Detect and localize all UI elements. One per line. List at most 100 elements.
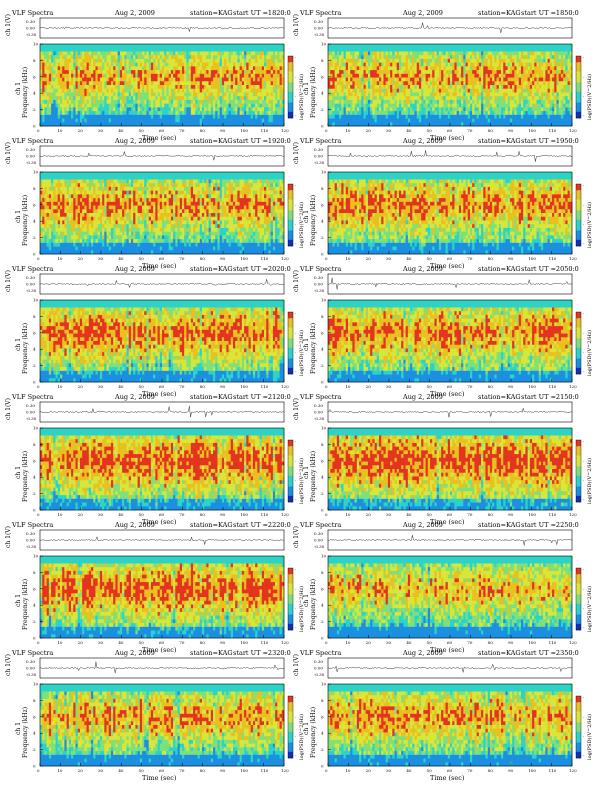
y-axis-label-channel: ch 1 bbox=[303, 594, 310, 607]
panel-date: Aug 2, 2009 bbox=[114, 521, 155, 529]
y-axis-label: Frequency (kHz) bbox=[22, 707, 29, 758]
x-tick-label: 70 bbox=[179, 640, 185, 645]
x-tick-label: 40 bbox=[406, 768, 412, 773]
y-tick-label: 2 bbox=[321, 747, 324, 752]
x-tick-label: 40 bbox=[406, 512, 412, 517]
trace-tick-label: 0.00 bbox=[26, 282, 35, 287]
y-tick-label: 0 bbox=[321, 508, 324, 513]
x-tick-label: 90 bbox=[220, 640, 226, 645]
x-tick-label: 100 bbox=[240, 128, 248, 133]
x-tick-label: 80 bbox=[488, 640, 494, 645]
colorbar bbox=[288, 184, 293, 246]
y-axis-label-channel: ch 1 bbox=[303, 338, 310, 351]
x-tick-label: 120 bbox=[569, 640, 577, 645]
y-tick-label: 8 bbox=[321, 314, 324, 319]
colorbar-tick-label: - bbox=[295, 478, 297, 483]
x-tick-label: 120 bbox=[569, 512, 577, 517]
colorbar bbox=[576, 312, 581, 374]
x-tick-label: 50 bbox=[427, 128, 433, 133]
trace-ylabel: ch 1(V) bbox=[5, 398, 12, 420]
x-tick-label: 40 bbox=[406, 256, 412, 261]
x-tick-label: 90 bbox=[220, 768, 226, 773]
x-tick-label: 40 bbox=[406, 640, 412, 645]
y-tick-label: 10 bbox=[33, 682, 39, 687]
x-tick-label: 10 bbox=[57, 384, 63, 389]
colorbar-tick-label: - bbox=[295, 458, 297, 463]
panel-date: Aug 2, 2009 bbox=[402, 137, 443, 145]
x-tick-label: 0 bbox=[37, 640, 40, 645]
colorbar-tick-label: - bbox=[295, 497, 297, 502]
x-tick-label: 10 bbox=[57, 768, 63, 773]
trace-tick-label: 0.30 bbox=[314, 19, 323, 24]
trace-ylabel: ch 1(V) bbox=[293, 142, 300, 164]
x-tick-label: 110 bbox=[549, 256, 557, 261]
y-axis-label: Frequency (kHz) bbox=[22, 67, 29, 118]
panel-station: station=KAG bbox=[478, 9, 521, 17]
colorbar-label: log(PSD)(V^2/Hz) bbox=[586, 714, 593, 760]
colorbar-label: log(PSD)(V^2/Hz) bbox=[298, 330, 305, 376]
y-tick-label: 4 bbox=[321, 731, 324, 736]
x-tick-label: 100 bbox=[240, 512, 248, 517]
colorbar-tick-label: - bbox=[583, 94, 585, 99]
spectrogram bbox=[328, 300, 572, 382]
x-tick-label: 50 bbox=[427, 256, 433, 261]
x-tick-label: 110 bbox=[261, 128, 269, 133]
x-tick-label: 100 bbox=[528, 128, 536, 133]
panel-date: Aug 2, 2009 bbox=[402, 265, 443, 273]
x-tick-label: 100 bbox=[528, 256, 536, 261]
colorbar-tick-label: - bbox=[295, 202, 297, 207]
y-tick-label: 10 bbox=[33, 426, 39, 431]
x-tick-label: 0 bbox=[37, 384, 40, 389]
panel-date: Aug 2, 2009 bbox=[114, 9, 155, 17]
x-tick-label: 30 bbox=[98, 640, 104, 645]
x-tick-label: 70 bbox=[179, 384, 185, 389]
colorbar-tick-label: - bbox=[295, 625, 297, 630]
y-tick-label: 8 bbox=[33, 698, 36, 703]
y-tick-label: 4 bbox=[33, 731, 36, 736]
x-tick-label: 60 bbox=[159, 128, 165, 133]
colorbar-tick-label: - bbox=[295, 55, 297, 60]
y-tick-label: 10 bbox=[321, 298, 327, 303]
panel-title: VLF Spectra bbox=[11, 265, 53, 273]
waveform-trace bbox=[328, 150, 572, 161]
colorbar-tick-label: - bbox=[295, 586, 297, 591]
colorbar-tick-label: - bbox=[583, 625, 585, 630]
x-tick-label: 100 bbox=[240, 256, 248, 261]
y-tick-label: 6 bbox=[33, 330, 36, 335]
x-tick-label: 50 bbox=[139, 384, 145, 389]
trace-ylabel: ch 1(V) bbox=[293, 398, 300, 420]
colorbar-label: log(PSD)(V^2/Hz) bbox=[586, 330, 593, 376]
colorbar bbox=[576, 184, 581, 246]
x-tick-label: 70 bbox=[467, 640, 473, 645]
x-tick-label: 20 bbox=[78, 768, 84, 773]
colorbar bbox=[576, 696, 581, 758]
x-tick-label: 0 bbox=[37, 768, 40, 773]
y-axis-label: Frequency (kHz) bbox=[22, 451, 29, 502]
y-tick-label: 0 bbox=[33, 508, 36, 513]
panel-start-time: start UT =2150:0 bbox=[521, 393, 579, 401]
colorbar-label: log(PSD)(V^2/Hz) bbox=[586, 586, 593, 632]
trace-ylabel: ch 1(V) bbox=[293, 526, 300, 548]
y-tick-label: 8 bbox=[33, 58, 36, 63]
y-tick-label: 8 bbox=[33, 186, 36, 191]
x-tick-label: 30 bbox=[386, 512, 392, 517]
x-tick-label: 40 bbox=[406, 128, 412, 133]
x-tick-label: 100 bbox=[240, 768, 248, 773]
y-tick-label: 6 bbox=[321, 586, 324, 591]
y-tick-label: 4 bbox=[321, 347, 324, 352]
y-tick-label: 0 bbox=[33, 636, 36, 641]
trace-tick-label: 0.00 bbox=[26, 26, 35, 31]
trace-tick-label: -0.30 bbox=[314, 544, 325, 549]
x-tick-label: 110 bbox=[261, 512, 269, 517]
panel-date: Aug 2, 2009 bbox=[114, 649, 155, 657]
y-tick-label: 2 bbox=[321, 235, 324, 240]
x-tick-label: 30 bbox=[98, 768, 104, 773]
y-axis-label: Frequency (kHz) bbox=[310, 451, 317, 502]
colorbar-tick-label: - bbox=[583, 439, 585, 444]
x-tick-label: 80 bbox=[200, 768, 206, 773]
colorbar-tick-label: - bbox=[295, 241, 297, 246]
x-tick-label: 40 bbox=[118, 384, 124, 389]
waveform-trace bbox=[328, 664, 572, 672]
x-tick-label: 20 bbox=[78, 384, 84, 389]
